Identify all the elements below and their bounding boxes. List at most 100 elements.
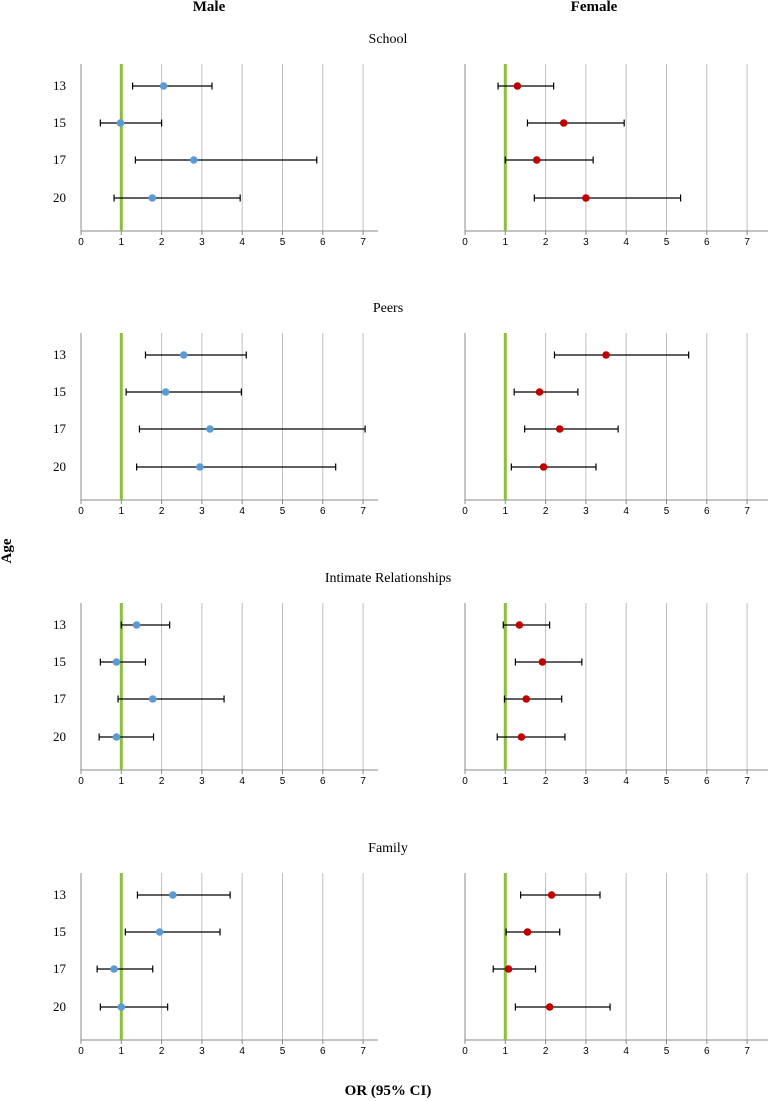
age-label: 15 bbox=[53, 384, 66, 399]
age-label: 17 bbox=[53, 691, 67, 706]
point-estimate bbox=[517, 733, 526, 741]
x-tick-label: 3 bbox=[583, 1046, 589, 1057]
x-tick-label: 6 bbox=[704, 506, 710, 517]
panel-title: School bbox=[369, 32, 408, 47]
x-tick-label: 2 bbox=[159, 506, 165, 517]
x-tick-label: 7 bbox=[360, 506, 366, 517]
subplot-male: 0 1 2 3 4 5 6 7 13 15 17 20 bbox=[53, 64, 378, 248]
x-tick-label: 5 bbox=[664, 237, 670, 248]
subplot-female: 0 1 2 3 4 5 6 7 bbox=[462, 873, 768, 1057]
panel-peers: Peers 0 1 2 3 4 5 6 7 13 15 17 20 0 1 2 3 4 5 6 7 bbox=[53, 301, 768, 517]
age-label: 13 bbox=[53, 78, 66, 93]
panel-family: Family 0 1 2 3 4 5 6 7 13 15 17 20 0 1 2 3 4 5 6 7 bbox=[53, 841, 768, 1057]
x-tick-label: 1 bbox=[119, 1046, 125, 1057]
x-tick-label: 3 bbox=[199, 237, 205, 248]
age-label: 13 bbox=[53, 887, 66, 902]
subplot-female: 0 1 2 3 4 5 6 7 bbox=[462, 64, 768, 248]
point-estimate bbox=[559, 119, 568, 127]
x-tick-label: 4 bbox=[623, 506, 629, 517]
column-header-male: Male bbox=[193, 0, 226, 15]
x-tick-label: 7 bbox=[744, 237, 750, 248]
subplot-female: 0 1 2 3 4 5 6 7 bbox=[462, 333, 768, 517]
x-tick-label: 6 bbox=[704, 237, 710, 248]
point-estimate bbox=[547, 891, 556, 899]
x-tick-label: 5 bbox=[664, 1046, 670, 1057]
x-tick-label: 5 bbox=[280, 506, 286, 517]
x-tick-label: 0 bbox=[462, 776, 468, 787]
point-estimate bbox=[522, 695, 531, 703]
point-estimate bbox=[602, 351, 610, 359]
point-estimate bbox=[513, 82, 522, 90]
point-estimate bbox=[169, 891, 177, 899]
age-label: 17 bbox=[53, 152, 67, 167]
point-estimate bbox=[523, 928, 532, 936]
x-tick-label: 4 bbox=[239, 1046, 245, 1057]
x-tick-label: 4 bbox=[239, 237, 245, 248]
x-tick-label: 0 bbox=[78, 506, 84, 517]
x-tick-label: 1 bbox=[503, 237, 509, 248]
age-label: 20 bbox=[53, 729, 66, 744]
x-tick-label: 6 bbox=[704, 776, 710, 787]
x-tick-label: 5 bbox=[280, 1046, 286, 1057]
x-tick-label: 3 bbox=[583, 776, 589, 787]
point-estimate bbox=[161, 388, 170, 396]
x-tick-label: 2 bbox=[543, 776, 549, 787]
x-tick-label: 7 bbox=[360, 776, 366, 787]
point-estimate bbox=[110, 965, 118, 973]
x-tick-label: 2 bbox=[159, 1046, 165, 1057]
point-estimate bbox=[159, 82, 168, 90]
point-estimate bbox=[112, 733, 121, 741]
x-tick-label: 1 bbox=[119, 506, 125, 517]
point-estimate bbox=[196, 463, 204, 471]
age-label: 20 bbox=[53, 999, 66, 1014]
column-header-female: Female bbox=[571, 0, 618, 15]
subplot-male: 0 1 2 3 4 5 6 7 13 15 17 20 bbox=[53, 603, 378, 787]
x-tick-label: 2 bbox=[159, 237, 165, 248]
x-tick-label: 2 bbox=[159, 776, 165, 787]
x-tick-label: 5 bbox=[664, 506, 670, 517]
x-axis-label: OR (95% CI) bbox=[345, 1083, 432, 1099]
x-tick-label: 4 bbox=[623, 237, 629, 248]
x-tick-label: 2 bbox=[543, 1046, 549, 1057]
subplot-male: 0 1 2 3 4 5 6 7 13 15 17 20 bbox=[53, 333, 378, 517]
x-tick-label: 0 bbox=[462, 1046, 468, 1057]
subplot-male: 0 1 2 3 4 5 6 7 13 15 17 20 bbox=[53, 873, 378, 1057]
point-estimate bbox=[206, 425, 214, 433]
subplot-female: 0 1 2 3 4 5 6 7 bbox=[462, 603, 768, 787]
x-tick-label: 0 bbox=[78, 1046, 84, 1057]
x-tick-label: 3 bbox=[199, 1046, 205, 1057]
x-tick-label: 7 bbox=[360, 1046, 366, 1057]
point-estimate bbox=[179, 351, 188, 359]
point-estimate bbox=[148, 695, 157, 703]
age-label: 13 bbox=[53, 347, 66, 362]
x-tick-label: 7 bbox=[744, 506, 750, 517]
x-tick-label: 6 bbox=[320, 237, 326, 248]
point-estimate bbox=[112, 658, 121, 666]
point-estimate bbox=[117, 1003, 126, 1011]
age-label: 17 bbox=[53, 421, 67, 436]
panel-title: Intimate Relationships bbox=[325, 571, 451, 586]
x-tick-label: 7 bbox=[744, 1046, 750, 1057]
x-tick-label: 5 bbox=[280, 776, 286, 787]
x-tick-label: 2 bbox=[543, 506, 549, 517]
x-tick-label: 6 bbox=[320, 506, 326, 517]
age-label: 20 bbox=[53, 459, 66, 474]
x-tick-label: 4 bbox=[239, 776, 245, 787]
point-estimate bbox=[532, 156, 541, 164]
x-tick-label: 1 bbox=[503, 506, 509, 517]
x-tick-label: 0 bbox=[462, 506, 468, 517]
panel-school: School 0 1 2 3 4 5 6 7 13 15 17 20 0 1 2 3 4 5 6 7 bbox=[53, 32, 768, 248]
point-estimate bbox=[515, 621, 524, 629]
x-tick-label: 5 bbox=[280, 237, 286, 248]
x-tick-label: 6 bbox=[320, 1046, 326, 1057]
point-estimate bbox=[539, 463, 548, 471]
x-tick-label: 1 bbox=[119, 237, 125, 248]
x-tick-label: 7 bbox=[744, 776, 750, 787]
x-tick-label: 4 bbox=[239, 506, 245, 517]
point-estimate bbox=[555, 425, 564, 433]
x-tick-label: 3 bbox=[199, 776, 205, 787]
age-label: 13 bbox=[53, 617, 66, 632]
